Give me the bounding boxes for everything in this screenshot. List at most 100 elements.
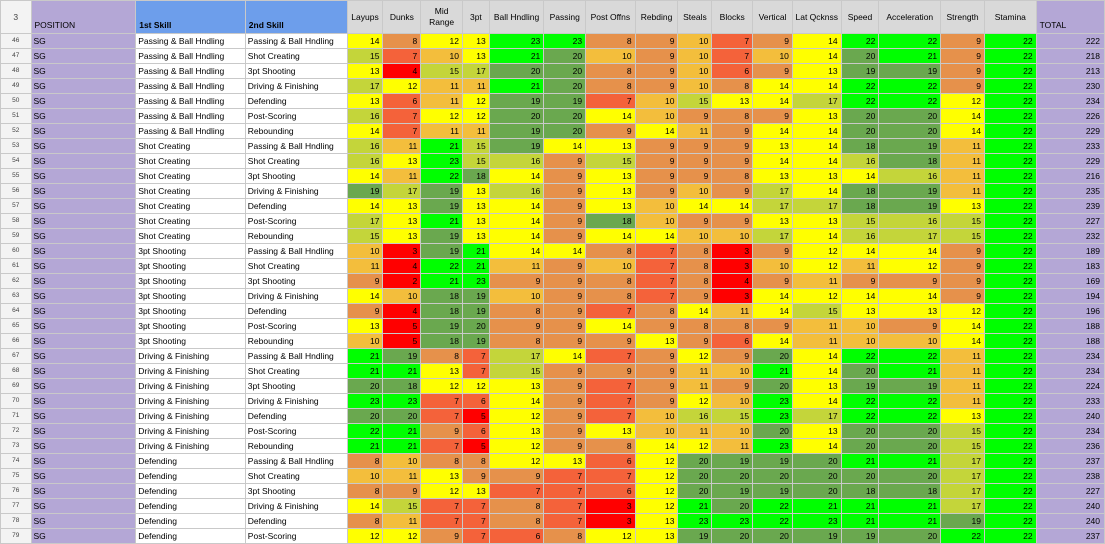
- total-cell[interactable]: 236: [1035, 438, 1105, 454]
- skill2-cell[interactable]: Passing & Ball Hndling: [244, 243, 348, 259]
- rating-cell-steals[interactable]: 9: [677, 108, 713, 124]
- rating-cell-acceleration[interactable]: 21: [878, 48, 942, 64]
- rating-cell-steals[interactable]: 12: [677, 438, 713, 454]
- rating-cell-dunks[interactable]: 4: [382, 63, 422, 79]
- skill1-cell[interactable]: Passing & Ball Hndling: [135, 93, 246, 109]
- rating-cell-post-offense[interactable]: 9: [585, 363, 636, 379]
- rating-cell-speed[interactable]: 20: [840, 468, 880, 484]
- total-cell[interactable]: 239: [1035, 198, 1105, 214]
- rating-cell-post-offense[interactable]: 7: [585, 468, 636, 484]
- rating-cell-post-offense[interactable]: 14: [585, 228, 636, 244]
- rating-cell-ball-handling[interactable]: 6: [488, 528, 545, 544]
- rating-cell-layups[interactable]: 10: [346, 468, 384, 484]
- rating-cell-blocks[interactable]: 10: [711, 363, 754, 379]
- rating-cell-passing[interactable]: 9: [543, 198, 587, 214]
- rating-cell-stamina[interactable]: 22: [984, 318, 1037, 334]
- rating-cell-acceleration[interactable]: 19: [878, 183, 942, 199]
- rating-cell-rebounding[interactable]: 9: [634, 393, 679, 409]
- position-header[interactable]: POSITION: [30, 0, 137, 34]
- rating-cell-ball-handling[interactable]: 15: [488, 363, 545, 379]
- rating-cell-layups[interactable]: 17: [346, 213, 384, 229]
- rating-cell-stamina[interactable]: 22: [984, 513, 1037, 529]
- rating-cell-stamina[interactable]: 22: [984, 453, 1037, 469]
- position-cell[interactable]: SG: [30, 393, 137, 409]
- rating-cell-3pt[interactable]: 8: [462, 453, 490, 469]
- row-number-cell[interactable]: 61: [0, 258, 32, 274]
- rating-cell-acceleration[interactable]: 19: [878, 378, 942, 394]
- total-cell[interactable]: 234: [1035, 93, 1105, 109]
- rating-cell-post-offense[interactable]: 13: [585, 423, 636, 439]
- rating-cell-mid-range[interactable]: 13: [420, 468, 463, 484]
- attr-header-passing[interactable]: Passing: [543, 0, 587, 34]
- rating-cell-mid-range[interactable]: 12: [420, 108, 463, 124]
- rating-cell-mid-range[interactable]: 18: [420, 303, 463, 319]
- rating-cell-dunks[interactable]: 13: [382, 228, 422, 244]
- rating-cell-blocks[interactable]: 3: [711, 243, 754, 259]
- rating-cell-mid-range[interactable]: 21: [420, 138, 463, 154]
- rating-cell-blocks[interactable]: 9: [711, 213, 754, 229]
- rating-cell-rebounding[interactable]: 9: [634, 138, 679, 154]
- total-cell[interactable]: 224: [1035, 378, 1105, 394]
- row-number-cell[interactable]: 48: [0, 63, 32, 79]
- position-cell[interactable]: SG: [30, 243, 137, 259]
- rating-cell-post-offense[interactable]: 8: [585, 288, 636, 304]
- rating-cell-stamina[interactable]: 22: [984, 408, 1037, 424]
- skill2-cell[interactable]: Passing & Ball Hndling: [244, 453, 348, 469]
- rating-cell-strength[interactable]: 17: [940, 498, 985, 514]
- total-cell[interactable]: 240: [1035, 498, 1105, 514]
- skill1-cell[interactable]: 3pt Shooting: [135, 273, 246, 289]
- rating-cell-blocks[interactable]: 9: [711, 138, 754, 154]
- rating-cell-passing[interactable]: 20: [543, 123, 587, 139]
- attr-header-lateral-quickness[interactable]: Lat Qcknss: [791, 0, 842, 34]
- rating-cell-acceleration[interactable]: 19: [878, 198, 942, 214]
- rating-cell-vertical[interactable]: 13: [752, 168, 793, 184]
- rating-cell-blocks[interactable]: 20: [711, 498, 754, 514]
- rating-cell-stamina[interactable]: 22: [984, 348, 1037, 364]
- rating-cell-layups[interactable]: 21: [346, 348, 384, 364]
- rating-cell-lateral-quickness[interactable]: 13: [791, 108, 842, 124]
- rating-cell-dunks[interactable]: 10: [382, 453, 422, 469]
- rating-cell-blocks[interactable]: 9: [711, 153, 754, 169]
- rating-cell-ball-handling[interactable]: 9: [488, 273, 545, 289]
- row-number-cell[interactable]: 71: [0, 408, 32, 424]
- rating-cell-speed[interactable]: 11: [840, 258, 880, 274]
- rating-cell-steals[interactable]: 9: [677, 138, 713, 154]
- rating-cell-passing[interactable]: 9: [543, 213, 587, 229]
- rating-cell-passing[interactable]: 9: [543, 318, 587, 334]
- total-cell[interactable]: 240: [1035, 408, 1105, 424]
- rating-cell-passing[interactable]: 9: [543, 228, 587, 244]
- rating-cell-layups[interactable]: 20: [346, 408, 384, 424]
- rating-cell-strength[interactable]: 11: [940, 378, 985, 394]
- rating-cell-lateral-quickness[interactable]: 12: [791, 288, 842, 304]
- rating-cell-lateral-quickness[interactable]: 14: [791, 78, 842, 94]
- rating-cell-ball-handling[interactable]: 19: [488, 138, 545, 154]
- rating-cell-speed[interactable]: 18: [840, 138, 880, 154]
- rating-cell-stamina[interactable]: 22: [984, 108, 1037, 124]
- total-cell[interactable]: 235: [1035, 183, 1105, 199]
- skill2-cell[interactable]: Driving & Finishing: [244, 183, 348, 199]
- rating-cell-speed[interactable]: 19: [840, 63, 880, 79]
- rating-cell-ball-handling[interactable]: 17: [488, 348, 545, 364]
- rating-cell-stamina[interactable]: 22: [984, 288, 1037, 304]
- rating-cell-passing[interactable]: 9: [543, 423, 587, 439]
- rating-cell-lateral-quickness[interactable]: 13: [791, 378, 842, 394]
- rating-cell-speed[interactable]: 22: [840, 33, 880, 49]
- rating-cell-blocks[interactable]: 11: [711, 303, 754, 319]
- rating-cell-lateral-quickness[interactable]: 11: [791, 333, 842, 349]
- skill2-cell[interactable]: Driving & Finishing: [244, 78, 348, 94]
- rating-cell-acceleration[interactable]: 21: [878, 363, 942, 379]
- rating-cell-strength[interactable]: 17: [940, 453, 985, 469]
- rating-cell-post-offense[interactable]: 14: [585, 108, 636, 124]
- rating-cell-strength[interactable]: 15: [940, 438, 985, 454]
- rating-cell-mid-range[interactable]: 7: [420, 393, 463, 409]
- total-cell[interactable]: 237: [1035, 528, 1105, 544]
- rating-cell-passing[interactable]: 23: [543, 33, 587, 49]
- skill1-cell[interactable]: Passing & Ball Hndling: [135, 108, 246, 124]
- rating-cell-acceleration[interactable]: 21: [878, 513, 942, 529]
- rating-cell-rebounding[interactable]: 12: [634, 468, 679, 484]
- rating-cell-stamina[interactable]: 22: [984, 393, 1037, 409]
- rating-cell-strength[interactable]: 12: [940, 93, 985, 109]
- rating-cell-passing[interactable]: 7: [543, 513, 587, 529]
- rating-cell-steals[interactable]: 9: [677, 288, 713, 304]
- rating-cell-lateral-quickness[interactable]: 17: [791, 93, 842, 109]
